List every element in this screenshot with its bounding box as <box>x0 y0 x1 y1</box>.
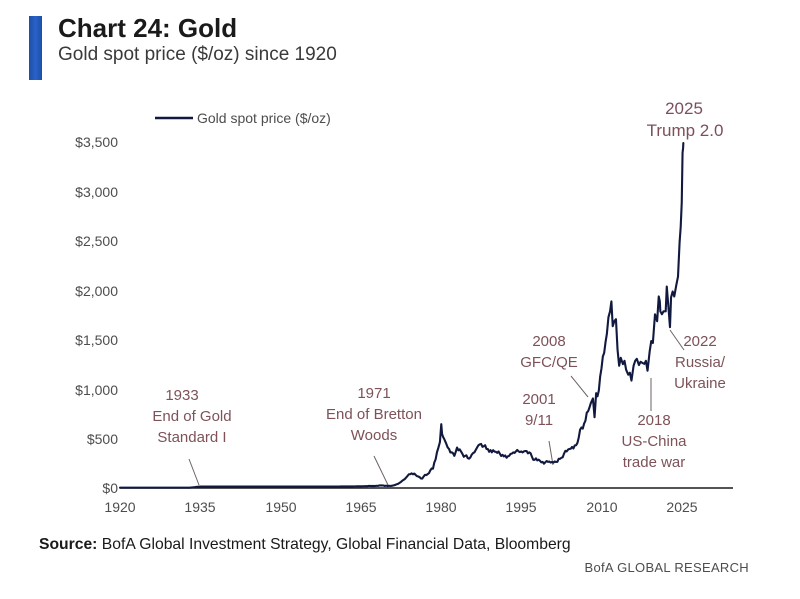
svg-text:Standard I: Standard I <box>157 429 226 446</box>
svg-text:Woods: Woods <box>351 427 397 444</box>
svg-text:9/11: 9/11 <box>525 412 553 429</box>
svg-text:$3,500: $3,500 <box>75 134 118 150</box>
svg-text:1933: 1933 <box>165 387 198 404</box>
svg-text:Source: BofA Global Investment: Source: BofA Global Investment Strategy,… <box>39 536 571 553</box>
svg-text:US-China: US-China <box>621 433 687 450</box>
svg-text:End of Bretton: End of Bretton <box>326 406 422 423</box>
svg-text:1935: 1935 <box>184 499 215 515</box>
svg-text:$3,000: $3,000 <box>75 184 118 200</box>
svg-text:2025: 2025 <box>666 499 697 515</box>
svg-text:2001: 2001 <box>522 391 555 408</box>
svg-text:Gold spot price ($/oz): Gold spot price ($/oz) <box>197 110 331 126</box>
svg-text:Russia/: Russia/ <box>675 354 726 371</box>
svg-text:2022: 2022 <box>683 333 716 350</box>
svg-text:1920: 1920 <box>104 499 135 515</box>
svg-text:1965: 1965 <box>345 499 376 515</box>
svg-text:1971: 1971 <box>357 385 390 402</box>
svg-text:$500: $500 <box>87 431 118 447</box>
svg-text:2010: 2010 <box>586 499 617 515</box>
svg-text:$2,500: $2,500 <box>75 233 118 249</box>
svg-text:2008: 2008 <box>532 333 565 350</box>
svg-text:$1,000: $1,000 <box>75 382 118 398</box>
svg-text:2018: 2018 <box>637 412 670 429</box>
svg-text:$1,500: $1,500 <box>75 332 118 348</box>
svg-text:$2,000: $2,000 <box>75 283 118 299</box>
svg-text:BofA GLOBAL RESEARCH: BofA GLOBAL RESEARCH <box>585 560 749 575</box>
svg-text:Ukraine: Ukraine <box>674 375 726 392</box>
svg-text:1950: 1950 <box>265 499 296 515</box>
svg-text:GFC/QE: GFC/QE <box>520 354 578 371</box>
svg-text:End of Gold: End of Gold <box>152 408 231 425</box>
svg-text:2025: 2025 <box>665 99 703 118</box>
svg-text:trade war: trade war <box>623 454 686 471</box>
svg-text:Trump 2.0: Trump 2.0 <box>647 121 724 140</box>
svg-text:$0: $0 <box>102 480 118 496</box>
svg-text:1980: 1980 <box>425 499 456 515</box>
svg-text:1995: 1995 <box>505 499 536 515</box>
